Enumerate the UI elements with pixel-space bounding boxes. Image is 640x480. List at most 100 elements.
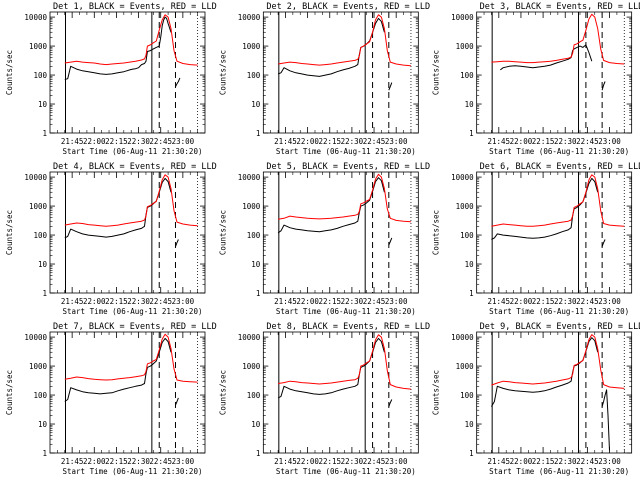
x-axis-label: Start Time (06-Aug-11 21:30:20) xyxy=(489,307,629,316)
x-tick-label: 22:45 xyxy=(149,137,172,146)
panel-det-8: Det 8, BLACK = Events, RED = LLD Counts/s… xyxy=(218,322,430,476)
series-black-1 xyxy=(601,81,606,91)
panel-title: Det 5, BLACK = Events, RED = LLD xyxy=(266,162,430,172)
y-tick-label: 10 xyxy=(251,260,261,269)
x-tick-label: 21:45 xyxy=(274,457,297,466)
y-axis-label: Counts/sec xyxy=(432,210,441,255)
panel-title: Det 9, BLACK = Events, RED = LLD xyxy=(480,322,640,332)
y-tick-label: 100 xyxy=(33,391,47,400)
series-black-1 xyxy=(175,77,181,87)
y-tick-label: 100 xyxy=(460,71,474,80)
series-black-1 xyxy=(388,82,393,91)
y-tick-label: 10 xyxy=(38,100,48,109)
plot-frame xyxy=(262,331,419,454)
x-axis-label: Start Time (06-Aug-11 21:30:20) xyxy=(276,307,416,316)
x-tick-label: 23:00 xyxy=(172,137,195,146)
series-black-1 xyxy=(388,237,393,246)
y-tick-label: 1000 xyxy=(242,202,261,211)
x-tick-label: 23:00 xyxy=(598,457,621,466)
series-black-1 xyxy=(601,239,606,247)
x-axis-label: Start Time (06-Aug-11 21:30:20) xyxy=(63,147,203,156)
plot-frame xyxy=(49,331,206,454)
y-tick-label: 10 xyxy=(38,260,48,269)
series-black-0 xyxy=(64,16,172,80)
y-tick-label: 1 xyxy=(42,129,47,138)
y-tick-label: 10000 xyxy=(24,173,47,182)
panel-det-5: Det 5, BLACK = Events, RED = LLD Counts/s… xyxy=(218,162,430,316)
series-black-0 xyxy=(64,177,172,239)
x-axis-label: Start Time (06-Aug-11 21:30:20) xyxy=(276,467,416,476)
y-tick-label: 10 xyxy=(251,100,261,109)
x-axis-label: Start Time (06-Aug-11 21:30:20) xyxy=(63,467,203,476)
series-black-0 xyxy=(490,337,599,407)
x-tick-label: 22:15 xyxy=(318,457,341,466)
y-tick-label: 1 xyxy=(42,289,47,298)
y-axis-label: Counts/sec xyxy=(432,370,441,415)
x-tick-label: 22:15 xyxy=(105,297,128,306)
y-tick-label: 1 xyxy=(256,129,261,138)
x-tick-label: 22:45 xyxy=(363,137,386,146)
x-tick-label: 22:30 xyxy=(127,137,150,146)
series-black-0 xyxy=(491,177,599,240)
y-tick-label: 10 xyxy=(465,260,475,269)
y-tick-label: 1 xyxy=(256,289,261,298)
x-tick-label: 22:15 xyxy=(105,457,128,466)
y-tick-label: 100 xyxy=(460,231,474,240)
x-tick-label: 22:15 xyxy=(532,297,555,306)
x-tick-label: 22:45 xyxy=(149,297,172,306)
series-black-1 xyxy=(175,397,179,406)
y-tick-label: 100 xyxy=(33,71,47,80)
x-tick-label: 23:00 xyxy=(598,137,621,146)
x-tick-label: 22:00 xyxy=(510,297,533,306)
y-tick-label: 100 xyxy=(460,391,474,400)
x-tick-label: 21:45 xyxy=(61,137,84,146)
y-tick-label: 1000 xyxy=(29,202,48,211)
panel-title: Det 4, BLACK = Events, RED = LLD xyxy=(53,162,217,172)
x-tick-label: 22:00 xyxy=(83,457,106,466)
plot-frame xyxy=(262,171,419,294)
series-black-0 xyxy=(64,337,172,402)
x-tick-label: 22:15 xyxy=(318,137,341,146)
y-tick-label: 100 xyxy=(33,231,47,240)
x-tick-label: 21:45 xyxy=(488,137,511,146)
x-tick-label: 22:30 xyxy=(127,297,150,306)
x-tick-label: 22:30 xyxy=(341,457,364,466)
x-axis-label: Start Time (06-Aug-11 21:30:20) xyxy=(489,147,629,156)
series-red-2 xyxy=(64,14,198,66)
x-tick-label: 23:00 xyxy=(172,457,195,466)
y-tick-label: 10000 xyxy=(24,13,47,22)
y-axis-label: Counts/sec xyxy=(218,370,227,415)
y-axis-label: Counts/sec xyxy=(5,370,14,415)
y-axis-label: Counts/sec xyxy=(218,50,227,95)
x-tick-label: 22:45 xyxy=(576,137,599,146)
x-tick-label: 22:00 xyxy=(296,457,319,466)
x-tick-label: 21:45 xyxy=(61,297,84,306)
x-tick-label: 22:00 xyxy=(510,457,533,466)
y-tick-label: 1000 xyxy=(456,42,475,51)
x-tick-label: 22:30 xyxy=(127,457,150,466)
panel-det-7: Det 7, BLACK = Events, RED = LLD Counts/s… xyxy=(5,322,217,476)
panel-title: Det 8, BLACK = Events, RED = LLD xyxy=(266,322,430,332)
x-tick-label: 22:00 xyxy=(83,137,106,146)
series-black-0 xyxy=(277,337,385,399)
y-tick-label: 10000 xyxy=(24,333,47,342)
series-black-0 xyxy=(277,177,385,234)
x-tick-label: 21:45 xyxy=(488,297,511,306)
x-tick-label: 21:45 xyxy=(274,297,297,306)
x-tick-label: 22:00 xyxy=(510,137,533,146)
series-red-2 xyxy=(64,333,198,383)
y-tick-label: 10000 xyxy=(238,13,261,22)
y-tick-label: 10 xyxy=(38,420,48,429)
x-axis-label: Start Time (06-Aug-11 21:30:20) xyxy=(63,307,203,316)
y-tick-label: 10000 xyxy=(451,333,474,342)
x-tick-label: 22:00 xyxy=(296,297,319,306)
x-tick-label: 22:45 xyxy=(149,457,172,466)
plot-frame xyxy=(476,11,633,134)
series-black-1 xyxy=(601,389,610,451)
y-tick-label: 100 xyxy=(247,71,261,80)
y-axis-label: Counts/sec xyxy=(432,50,441,95)
y-tick-label: 10000 xyxy=(451,13,474,22)
series-red-2 xyxy=(491,174,625,227)
panel-det-2: Det 2, BLACK = Events, RED = LLD Counts/s… xyxy=(218,2,430,156)
